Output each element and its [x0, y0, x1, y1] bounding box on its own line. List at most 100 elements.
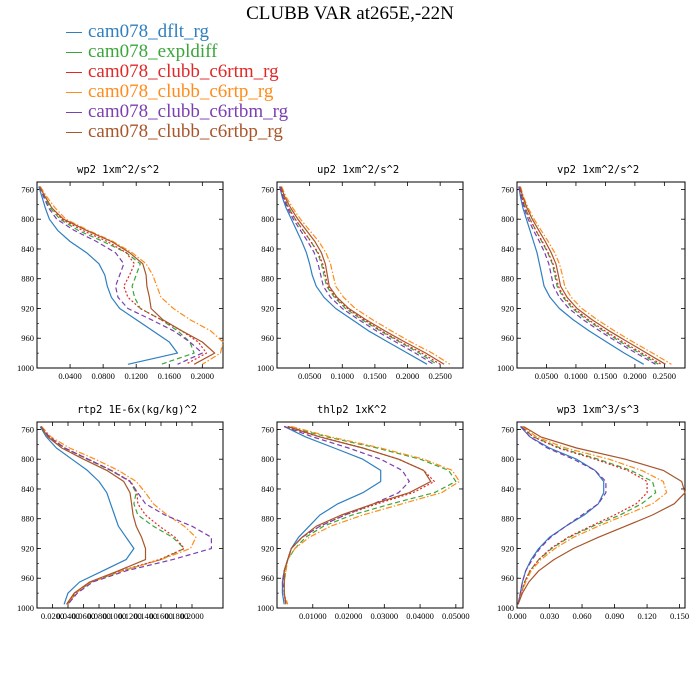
y-tick-label: 960	[21, 573, 34, 583]
legend-item: cam078_expldiff	[66, 42, 386, 62]
y-tick-label: 760	[21, 184, 34, 194]
y-tick-label: 840	[21, 244, 34, 254]
series-line-1	[518, 186, 644, 365]
y-tick-label: 760	[501, 184, 514, 194]
y-tick-label: 840	[21, 484, 34, 494]
panel-5: thlp2 1xK^2 760 800 840 880 920 960 1000 0.01000…	[257, 404, 470, 621]
y-tick-label: 1000	[497, 363, 514, 373]
panel-2: up2 1xm^2/s^2 760 800 840 880 920 960 1000 0.050…	[257, 164, 464, 381]
y-tick-label: 760	[21, 424, 34, 434]
series-line-3	[283, 425, 435, 605]
x-tick-label: 0.0800	[87, 611, 110, 621]
legend-label: cam078_clubb_c6rtm_rg	[88, 61, 279, 82]
series-line-2	[38, 186, 195, 365]
legend-item: cam078_clubb_c6rtp_rg	[66, 82, 386, 102]
series-line-4	[41, 426, 197, 605]
y-tick-label: 1000	[257, 603, 274, 613]
series-line-4	[519, 186, 672, 365]
x-tick-label: 0.1600	[158, 371, 181, 381]
y-tick-label: 840	[501, 244, 514, 254]
x-tick-label: 0.2000	[191, 371, 214, 381]
y-tick-label: 920	[501, 303, 514, 313]
series-line-4	[283, 425, 460, 605]
x-tick-label: 0.150	[670, 611, 689, 621]
y-tick-label: 960	[21, 333, 34, 343]
x-tick-label: 0.2000	[396, 371, 419, 381]
series-line-6	[283, 425, 432, 605]
y-tick-label: 1000	[497, 603, 514, 613]
series-line-1	[38, 186, 179, 365]
y-tick-label: 760	[261, 184, 274, 194]
legend-swatch	[66, 71, 82, 73]
x-tick-label: 0.090	[605, 611, 624, 621]
legend-swatch	[66, 111, 82, 113]
panel-title: thlp2 1xK^2	[317, 404, 387, 416]
y-tick-label: 960	[501, 333, 514, 343]
x-tick-label: 0.2500	[653, 371, 676, 381]
series-line-4	[517, 426, 668, 605]
x-tick-label: 0.120	[638, 611, 657, 621]
y-tick-label: 800	[261, 214, 274, 224]
x-tick-label: 0.1200	[125, 371, 148, 381]
series-line-1	[279, 186, 428, 365]
x-tick-label: 0.1200	[118, 611, 141, 621]
panel-3: vp2 1xm^2/s^2 760 800 840 880 920 960 1000 0.050…	[497, 164, 686, 381]
legend-item: cam078_clubb_c6rtbm_rg	[66, 102, 386, 122]
y-tick-label: 880	[261, 514, 274, 524]
y-tick-label: 840	[501, 484, 514, 494]
series-line-2	[40, 426, 185, 605]
y-tick-label: 800	[261, 454, 274, 464]
series-line-4	[281, 186, 451, 365]
panel-title: vp2 1xm^2/s^2	[557, 164, 639, 176]
legend-swatch	[66, 51, 82, 53]
x-tick-label: 0.0400	[56, 611, 79, 621]
series-line-3	[38, 186, 208, 365]
x-tick-label: 0.2500	[428, 371, 451, 381]
series-line-6	[280, 186, 445, 365]
legend-label: cam078_clubb_c6rtbp_rg	[88, 121, 283, 142]
series-line-6	[519, 186, 666, 365]
figure-title: CLUBB VAR at265E,-22N	[246, 3, 454, 24]
x-tick-label: 0.1400	[134, 611, 157, 621]
y-tick-label: 840	[261, 484, 274, 494]
x-tick-label: 0.1000	[564, 371, 587, 381]
panel-frame	[516, 181, 686, 369]
y-tick-label: 880	[501, 274, 514, 284]
y-tick-label: 800	[21, 214, 34, 224]
x-tick-label: 0.02000	[335, 611, 363, 621]
series-line-1	[517, 426, 605, 605]
y-tick-label: 920	[501, 543, 514, 553]
panel-6: wp3 1xm^3/s^3 760 800 840 880 920 960 10000.000…	[497, 404, 689, 621]
y-tick-label: 960	[261, 333, 274, 343]
y-tick-label: 920	[261, 303, 274, 313]
x-tick-label: 0.1500	[594, 371, 617, 381]
series-line-5	[518, 186, 656, 365]
legend: cam078_dflt_rg cam078_expldiff cam078_cl…	[66, 22, 386, 142]
y-tick-label: 960	[501, 573, 514, 583]
x-tick-label: 0.030	[540, 611, 559, 621]
legend-label: cam078_dflt_rg	[88, 21, 210, 42]
series-line-3	[40, 426, 185, 605]
x-tick-label: 0.1600	[149, 611, 172, 621]
series-line-2	[279, 186, 438, 365]
panel-title: rtp2 1E-6x(kg/kg)^2	[77, 404, 197, 416]
x-tick-label: 0.2000	[180, 611, 203, 621]
x-tick-label: 0.000	[507, 611, 526, 621]
y-tick-label: 800	[501, 454, 514, 464]
y-tick-label: 800	[501, 214, 514, 224]
series-line-5	[40, 426, 212, 605]
legend-item: cam078_dflt_rg	[66, 22, 386, 42]
panel-frame	[276, 181, 464, 369]
legend-item: cam078_clubb_c6rtm_rg	[66, 62, 386, 82]
x-tick-label: 0.04000	[406, 611, 434, 621]
x-tick-label: 0.0500	[535, 371, 558, 381]
x-tick-label: 0.1000	[331, 371, 354, 381]
panel-frame	[276, 421, 464, 609]
panel-frame	[516, 421, 686, 609]
series-line-3	[279, 186, 441, 365]
legend-label: cam078_clubb_c6rtbm_rg	[88, 101, 289, 122]
series-line-5	[279, 186, 434, 365]
panel-frame	[36, 181, 224, 369]
x-tick-label: 0.0200	[41, 611, 64, 621]
